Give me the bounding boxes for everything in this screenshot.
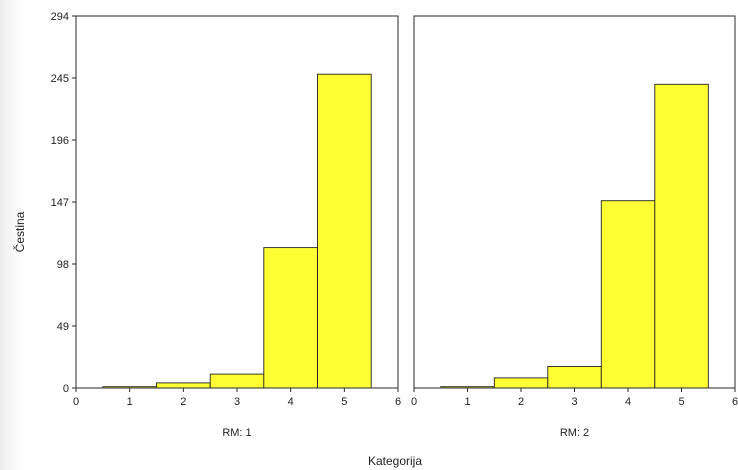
panel-label: RM: 2	[560, 427, 589, 439]
x-tick-label: 0	[73, 396, 79, 408]
panel-1: 0 1 2 3 4 5 6 0 49 98 147 196 245 294 RM: 1	[51, 11, 401, 439]
y-tick-label: 294	[51, 11, 69, 23]
bar-category-5	[654, 83, 709, 389]
x-tick-label: 0	[411, 396, 417, 408]
x-tick-label: 6	[395, 396, 401, 408]
bar-category-2	[156, 382, 211, 389]
bar-category-4	[263, 247, 318, 389]
x-tick-label: 3	[234, 396, 240, 408]
y-tick-label: 0	[63, 383, 69, 395]
x-tick-label: 2	[518, 396, 524, 408]
bar-category-2	[493, 377, 549, 389]
y-axis-title: Čestina	[12, 211, 27, 252]
x-tick-label: 6	[732, 396, 738, 408]
x-tick-label: 4	[625, 396, 631, 408]
x-tick-label: 1	[127, 396, 133, 408]
y-tick-label: 245	[51, 73, 69, 85]
x-tick-label: 3	[571, 396, 577, 408]
y-tick-label: 98	[57, 259, 69, 271]
x-tick-label: 5	[678, 396, 684, 408]
bar-category-4	[600, 200, 656, 389]
x-tick-label: 5	[341, 396, 347, 408]
panel-2: 0 1 2 3 4 5 6 RM: 2	[411, 15, 738, 439]
x-tick-label: 2	[180, 396, 186, 408]
x-tick-label: 4	[288, 396, 294, 408]
x-tick-label: 1	[464, 396, 470, 408]
panel-label: RM: 1	[222, 427, 251, 439]
y-tick-label: 49	[57, 321, 69, 333]
bar-category-3	[209, 373, 265, 389]
bar-category-5	[317, 73, 372, 389]
y-tick-label: 147	[51, 197, 69, 209]
x-axis-title: Kategorija	[368, 454, 422, 468]
bar-category-3	[547, 366, 602, 389]
y-tick-label: 196	[51, 135, 69, 147]
